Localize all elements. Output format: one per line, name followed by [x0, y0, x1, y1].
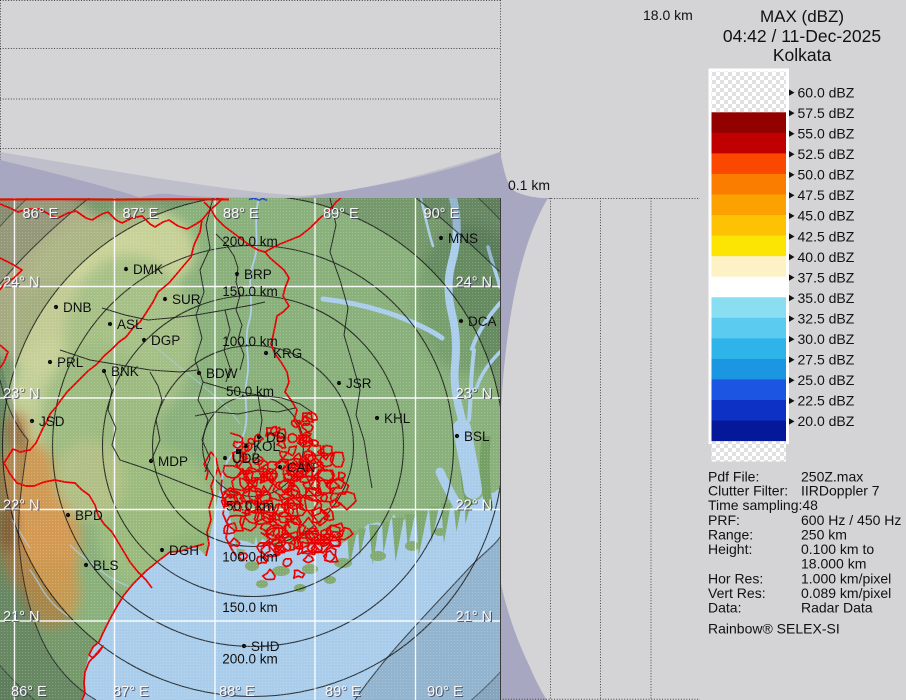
svg-text:27.5 dBZ: 27.5 dBZ [798, 352, 855, 368]
svg-text:Vert Res:: Vert Res: [708, 585, 766, 601]
svg-text:Hor Res:: Hor Res: [708, 571, 763, 587]
svg-text:50.0 dBZ: 50.0 dBZ [798, 167, 855, 183]
svg-text:25.0 dBZ: 25.0 dBZ [798, 372, 855, 388]
svg-text:PRF:: PRF: [708, 512, 740, 528]
svg-text:0.1 km: 0.1 km [508, 177, 550, 193]
svg-text:250Z.max: 250Z.max [801, 469, 863, 485]
svg-text:47.5 dBZ: 47.5 dBZ [798, 187, 855, 203]
svg-text:52.5 dBZ: 52.5 dBZ [798, 146, 855, 162]
svg-text:1.000 km/pixel: 1.000 km/pixel [801, 571, 891, 587]
svg-text:IIRDoppler 7: IIRDoppler 7 [801, 483, 880, 499]
svg-text:20.0 dBZ: 20.0 dBZ [798, 413, 855, 429]
svg-text:250 km: 250 km [801, 527, 847, 543]
svg-text:Radar Data: Radar Data [801, 600, 873, 616]
svg-text:32.5 dBZ: 32.5 dBZ [798, 310, 855, 326]
svg-text:Range:: Range: [708, 527, 753, 543]
svg-text:55.0 dBZ: 55.0 dBZ [798, 126, 855, 142]
svg-text:Clutter Filter:: Clutter Filter: [708, 483, 788, 499]
svg-text:Pdf File:: Pdf File: [708, 469, 759, 485]
svg-text:22.5 dBZ: 22.5 dBZ [798, 393, 855, 409]
svg-text:Height:: Height: [708, 541, 752, 557]
svg-text:37.5 dBZ: 37.5 dBZ [798, 269, 855, 285]
svg-text:0.089 km/pixel: 0.089 km/pixel [801, 585, 891, 601]
svg-text:600 Hz / 450 Hz: 600 Hz / 450 Hz [801, 512, 901, 528]
svg-text:Rainbow® SELEX-SI: Rainbow® SELEX-SI [708, 621, 840, 637]
svg-text:18.0 km: 18.0 km [643, 7, 693, 23]
svg-text:35.0 dBZ: 35.0 dBZ [798, 290, 855, 306]
svg-text:40.0 dBZ: 40.0 dBZ [798, 249, 855, 265]
svg-text:Time sampling:48: Time sampling:48 [708, 497, 818, 513]
svg-text:04:42 / 11-Dec-2025: 04:42 / 11-Dec-2025 [723, 26, 881, 46]
svg-text:60.0 dBZ: 60.0 dBZ [798, 84, 855, 100]
svg-text:45.0 dBZ: 45.0 dBZ [798, 208, 855, 224]
svg-text:18.000 km: 18.000 km [801, 556, 866, 572]
svg-text:42.5 dBZ: 42.5 dBZ [798, 228, 855, 244]
svg-text:0.100 km to: 0.100 km to [801, 541, 874, 557]
svg-text:30.0 dBZ: 30.0 dBZ [798, 331, 855, 347]
svg-text:MAX (dBZ): MAX (dBZ) [760, 7, 844, 26]
svg-text:Data:: Data: [708, 600, 741, 616]
svg-text:57.5 dBZ: 57.5 dBZ [798, 105, 855, 121]
svg-text:Kolkata: Kolkata [773, 45, 832, 65]
